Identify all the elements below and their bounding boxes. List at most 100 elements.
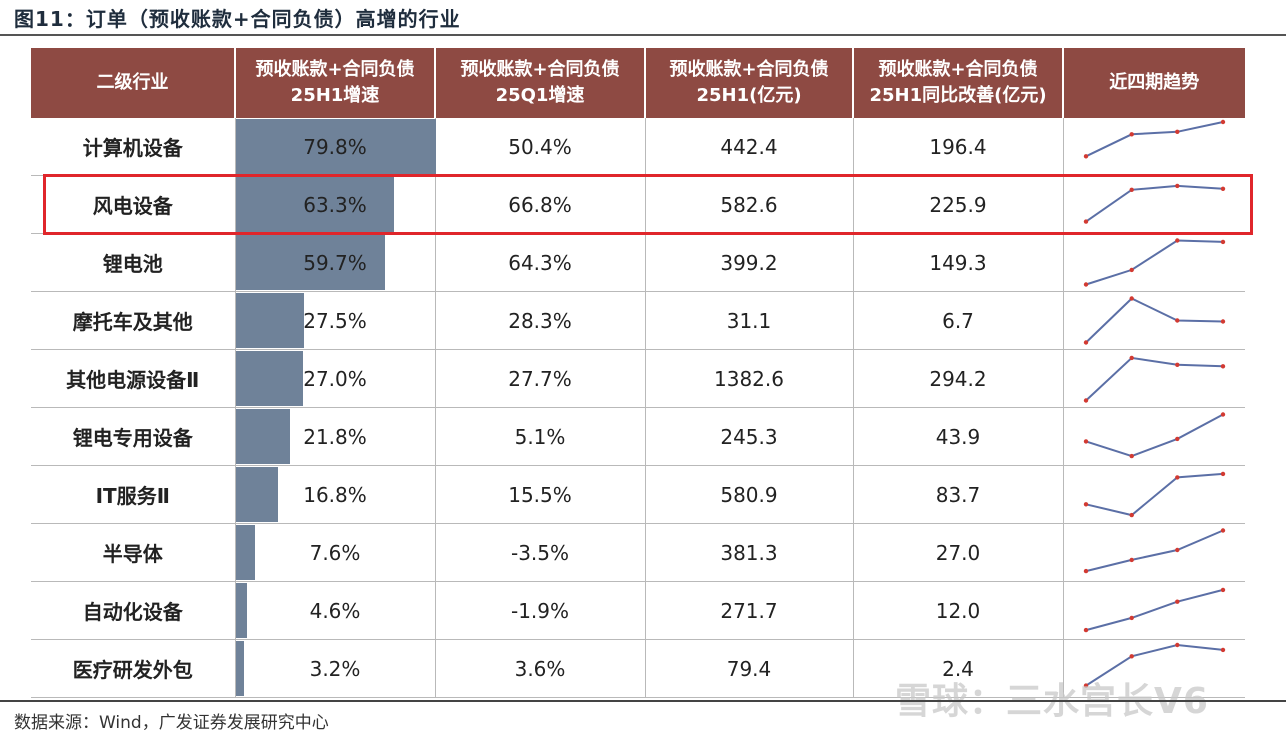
q1-growth-cell: 64.3% <box>435 233 646 292</box>
h1-growth-bar <box>235 119 436 174</box>
h1-growth-bar <box>235 177 395 232</box>
h1-growth-cell: 16.8% <box>235 465 436 524</box>
h1-growth-cell: 59.7% <box>235 233 436 292</box>
yoy-improve-cell: 196.4 <box>853 118 1064 176</box>
trend-line <box>1084 184 1223 223</box>
trend-point <box>1220 239 1225 245</box>
q1-growth-cell: 28.3% <box>435 291 646 350</box>
industry-name: 计算机设备 <box>31 118 236 176</box>
yoy-improve-cell: 43.9 <box>853 407 1064 466</box>
h1-growth-label: 27.0% <box>303 366 367 391</box>
h1-growth-label: 63.3% <box>303 192 367 217</box>
table-row: 风电设备 63.3% 66.8% 582.6 225.9 <box>31 175 1245 234</box>
trend-point <box>1129 267 1134 273</box>
table-row: 锂电池 59.7% 64.3% 399.2 149.3 <box>31 233 1245 292</box>
h1-growth-bar <box>235 235 386 290</box>
h1-growth-label: 7.6% <box>309 540 361 565</box>
h1-growth-cell: 3.2% <box>235 639 436 698</box>
trend-line <box>1085 413 1223 458</box>
h1-growth-bar <box>235 583 248 638</box>
trend-point <box>1129 557 1134 563</box>
trend-point <box>1220 364 1225 369</box>
industry-table: 二级行业 预收账款+合同负债 25H1增速 预收账款+合同负债 25Q1增速 预… <box>31 48 1245 698</box>
trend-sparkline <box>1083 119 1225 159</box>
trend-point <box>1174 238 1179 243</box>
trend-point <box>1083 683 1088 688</box>
trend-cell <box>1063 407 1245 466</box>
h1-growth-label: 16.8% <box>303 482 367 507</box>
h1-growth-cell: 4.6% <box>235 581 436 640</box>
h1-amount-cell: 582.6 <box>645 175 854 234</box>
trend-point <box>1129 187 1134 192</box>
trend-point <box>1083 502 1088 507</box>
trend-point <box>1083 219 1088 224</box>
trend-point <box>1083 568 1088 574</box>
q1-growth-cell: 15.5% <box>435 465 646 524</box>
yoy-improve-cell: 27.0 <box>853 523 1064 582</box>
industry-name: 锂电专用设备 <box>31 407 236 466</box>
h1-growth-label: 79.8% <box>303 134 367 159</box>
industry-name: 医疗研发外包 <box>31 639 236 698</box>
trend-point <box>1174 642 1179 648</box>
trend-line <box>1085 529 1223 573</box>
trend-cell <box>1063 175 1245 234</box>
header-h1-growth: 预收账款+合同负债 25H1增速 <box>235 48 436 118</box>
trend-point <box>1083 398 1088 403</box>
footer-divider <box>0 700 1286 702</box>
trend-point <box>1174 436 1179 442</box>
table-row: 锂电专用设备 21.8% 5.1% 245.3 43.9 <box>31 407 1245 466</box>
trend-cell <box>1063 233 1245 292</box>
h1-amount-cell: 399.2 <box>645 233 854 292</box>
h1-amount-cell: 381.3 <box>645 523 854 582</box>
table-row: IT服务Ⅱ 16.8% 15.5% 580.9 83.7 <box>31 465 1245 524</box>
trend-cell <box>1063 581 1245 640</box>
h1-growth-label: 3.2% <box>309 656 361 681</box>
trend-point <box>1220 319 1225 324</box>
h1-growth-label: 59.7% <box>303 250 367 275</box>
table-row: 半导体 7.6% -3.5% 381.3 27.0 <box>31 523 1245 582</box>
trend-cell <box>1063 118 1245 176</box>
industry-name: 风电设备 <box>31 175 236 234</box>
trend-cell <box>1063 523 1245 582</box>
trend-cell <box>1063 291 1245 350</box>
figure-title: 图11：订单（预收账款+合同负债）高增的行业 <box>14 7 461 31</box>
h1-amount-cell: 271.7 <box>645 581 854 640</box>
table-header-row: 二级行业 预收账款+合同负债 25H1增速 预收账款+合同负债 25Q1增速 预… <box>31 48 1245 118</box>
q1-growth-cell: 3.6% <box>435 639 646 698</box>
title-divider <box>0 34 1286 36</box>
header-h1-amount: 预收账款+合同负债 25H1(亿元) <box>645 48 854 118</box>
yoy-improve-cell: 2.4 <box>853 639 1064 698</box>
trend-point <box>1174 362 1179 367</box>
trend-point <box>1220 647 1225 653</box>
header-yoy-improve: 预收账款+合同负债 25H1同比改善(亿元) <box>853 48 1064 118</box>
trend-sparkline <box>1083 471 1225 518</box>
trend-line <box>1084 356 1223 402</box>
trend-line <box>1084 643 1223 687</box>
trend-point <box>1129 355 1134 361</box>
q1-growth-cell: 50.4% <box>435 118 646 176</box>
header-q1-growth: 预收账款+合同负债 25Q1增速 <box>435 48 646 118</box>
industry-name: 半导体 <box>31 523 236 582</box>
h1-growth-label: 4.6% <box>309 598 361 623</box>
trend-point <box>1129 453 1134 459</box>
trend-point <box>1220 412 1225 417</box>
h1-growth-cell: 21.8% <box>235 407 436 466</box>
trend-point <box>1174 599 1179 604</box>
table-row: 其他电源设备Ⅱ 27.0% 27.7% 1382.6 294.2 <box>31 349 1245 408</box>
h1-growth-cell: 63.3% <box>235 175 436 234</box>
h1-growth-bar <box>235 641 244 696</box>
trend-sparkline <box>1083 642 1225 688</box>
h1-amount-cell: 79.4 <box>645 639 854 698</box>
trend-point <box>1220 587 1225 593</box>
q1-growth-cell: 27.7% <box>435 349 646 408</box>
q1-growth-cell: -1.9% <box>435 581 646 640</box>
header-trend: 近四期趋势 <box>1063 48 1245 118</box>
trend-point <box>1129 512 1134 518</box>
table-row: 医疗研发外包 3.2% 3.6% 79.4 2.4 <box>31 639 1245 698</box>
trend-cell <box>1063 465 1245 524</box>
table-row: 摩托车及其他 27.5% 28.3% 31.1 6.7 <box>31 291 1245 350</box>
trend-point <box>1083 439 1088 444</box>
trend-point <box>1129 132 1134 137</box>
industry-name: 其他电源设备Ⅱ <box>31 349 236 408</box>
h1-amount-cell: 580.9 <box>645 465 854 524</box>
